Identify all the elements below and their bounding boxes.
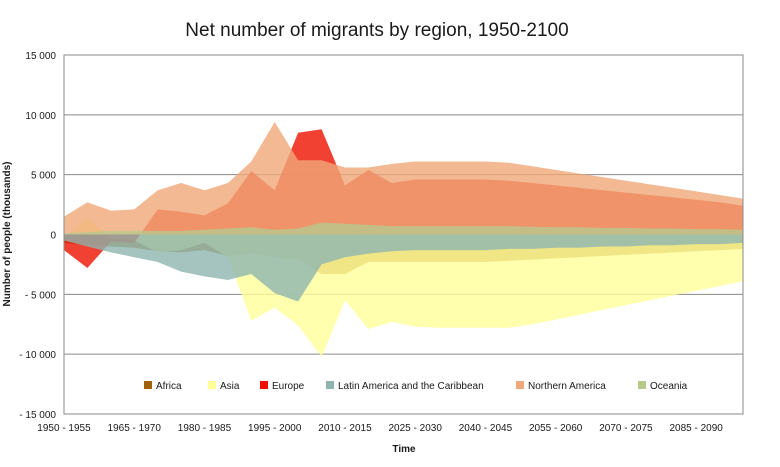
y-tick-label: - 15 000 — [19, 410, 56, 421]
axes: 15 000 10 000 5 000 0 - 5 000 - 10 000 - 15 00… — [19, 51, 744, 434]
y-axis-title: Number of people (thousands) — [2, 162, 13, 307]
legend-swatch — [260, 381, 268, 389]
y-tick-label: 5 000 — [31, 171, 56, 182]
x-axis-title: Time — [392, 444, 416, 455]
legend-label: Europe — [272, 381, 305, 392]
y-tick-label: - 5 000 — [25, 290, 57, 301]
legend-label: Oceania — [650, 381, 688, 392]
legend-swatch — [638, 381, 646, 389]
x-tick-label: 1995 - 2000 — [248, 423, 302, 434]
x-tick-label: 2085 - 2090 — [669, 423, 723, 434]
y-tick-label: 15 000 — [25, 51, 56, 62]
x-tick-label: 2025 - 2030 — [389, 423, 443, 434]
legend-label: Latin America and the Caribbean — [338, 381, 484, 392]
series-area-4 — [64, 122, 743, 235]
x-tick-label: 2070 - 2075 — [599, 423, 653, 434]
x-tick-label: 1980 - 1985 — [178, 423, 232, 434]
x-tick-label: 2040 - 2045 — [459, 423, 513, 434]
legend-swatch — [516, 381, 524, 389]
x-tick-label: 1950 - 1955 — [37, 423, 91, 434]
legend-swatch — [208, 381, 216, 389]
legend-label: Northern America — [528, 381, 606, 392]
x-tick-label: 1965 - 1970 — [108, 423, 162, 434]
y-tick-label: 10 000 — [25, 111, 56, 122]
plot-area — [64, 122, 743, 357]
plot-frame — [63, 54, 744, 415]
legend-label: Africa — [156, 381, 182, 392]
y-tick-label: - 10 000 — [19, 350, 56, 361]
legend-label: Asia — [220, 381, 240, 392]
x-tick-label: 2055 - 2060 — [529, 423, 583, 434]
series-area-3 — [64, 234, 743, 302]
legend-swatch — [326, 381, 334, 389]
x-tick-label: 2010 - 2015 — [318, 423, 372, 434]
legend-swatch — [144, 381, 152, 389]
chart-title: Net number of migrants by region, 1950-2… — [185, 20, 568, 41]
legend: Africa Asia Europe Latin America and the Ca… — [144, 381, 688, 392]
series-area-5 — [64, 222, 743, 235]
y-tick-label: 0 — [50, 231, 56, 242]
